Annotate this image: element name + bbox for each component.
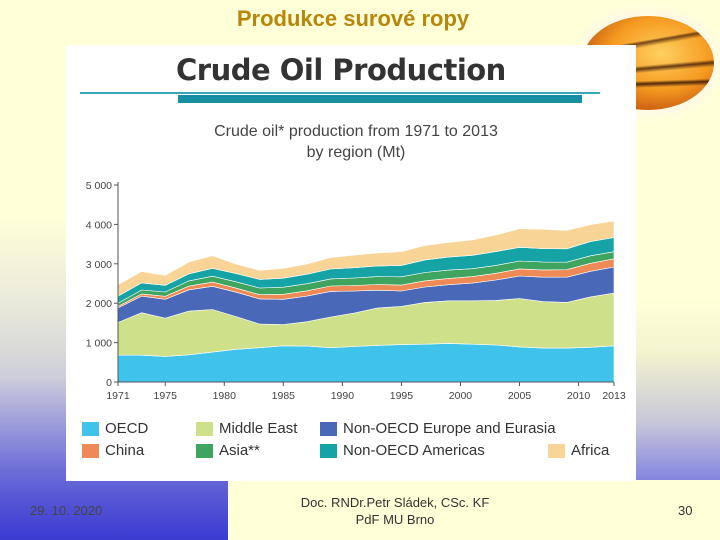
x-tick-label: 1985 (272, 390, 296, 402)
legend-swatch-middle-east (196, 421, 213, 436)
y-tick-label: 3 000 (86, 259, 112, 271)
legend-swatch-china (82, 443, 99, 458)
x-tick-label: 1995 (390, 390, 414, 402)
x-tick-label: 2013 (602, 390, 626, 402)
legend-label-oecd: OECD (105, 420, 149, 437)
heading-bar (178, 95, 582, 103)
y-tick-label: 1 000 (86, 338, 112, 350)
figure-heading: Crude Oil Production (176, 53, 506, 87)
legend-label-middle-east: Middle East (219, 420, 298, 437)
y-tick-label: 2 000 (86, 298, 112, 310)
area-series-africa (117, 220, 615, 297)
legend-swatch-asia (196, 443, 213, 458)
footer-author-line2: PdF MU Brno (355, 512, 435, 527)
legend-item-asia: Asia** (196, 442, 260, 459)
legend-swatch-non-oecd-europe (320, 421, 337, 436)
legend-item-middle-east: Middle East (196, 420, 297, 437)
footer-background (228, 480, 720, 540)
footer-date: 29. 10. 2020 (30, 503, 103, 518)
legend-swatch-africa (548, 443, 565, 458)
page-number: 30 (678, 503, 693, 518)
x-tick-label: 1971 (106, 390, 130, 402)
x-tick-label: 2005 (508, 390, 532, 402)
legend-item-non-oecd-americas: Non-OECD Americas (320, 442, 485, 459)
legend-item-china: China (82, 442, 144, 459)
legend-item-non-oecd-europe: Non-OECD Europe and Eurasia (320, 420, 556, 437)
x-tick-label: 2010 (567, 390, 591, 402)
area-chart: 0 1 000 2 000 3 000 4 000 5 000 1971 1975 1980 19… (86, 180, 626, 402)
legend-swatch-non-oecd-americas (320, 443, 337, 458)
x-tick-label: 1990 (331, 390, 355, 402)
x-tick-label: 2000 (449, 390, 473, 402)
y-tick-label: 4 000 (86, 219, 112, 231)
y-tick-label: 0 (106, 377, 112, 389)
legend-item-africa: Africa (548, 442, 609, 459)
chart-subtitle-line2: by region (Mt) (306, 144, 406, 161)
legend-label-africa: Africa (571, 442, 610, 459)
legend-swatch-oecd (82, 421, 99, 436)
legend-item-oecd: OECD (82, 420, 148, 437)
x-tick-label: 1975 (154, 390, 178, 402)
x-tick-label: 1980 (213, 390, 237, 402)
legend-label-non-oecd-americas: Non-OECD Americas (343, 442, 485, 459)
legend-label-asia: Asia** (219, 442, 260, 459)
y-tick-label: 5 000 (86, 180, 112, 192)
chart-legend: OECD Middle East Non-OECD Europe and Eur… (78, 418, 633, 466)
chart-subtitle-line1: Crude oil* production from 1971 to 2013 (214, 123, 498, 140)
legend-label-china: China (105, 442, 145, 459)
chart-subtitle: Crude oil* production from 1971 to 2013 … (166, 121, 546, 163)
slide-title: Produkce surové ropy (236, 6, 470, 31)
footer-author: Doc. RNDr.Petr Sládek, CSc. KF PdF MU Br… (270, 494, 520, 528)
legend-label-non-oecd-europe: Non-OECD Europe and Eurasia (343, 420, 556, 437)
heading-rule (80, 92, 600, 94)
footer-author-line1: Doc. RNDr.Petr Sládek, CSc. KF (300, 495, 490, 510)
